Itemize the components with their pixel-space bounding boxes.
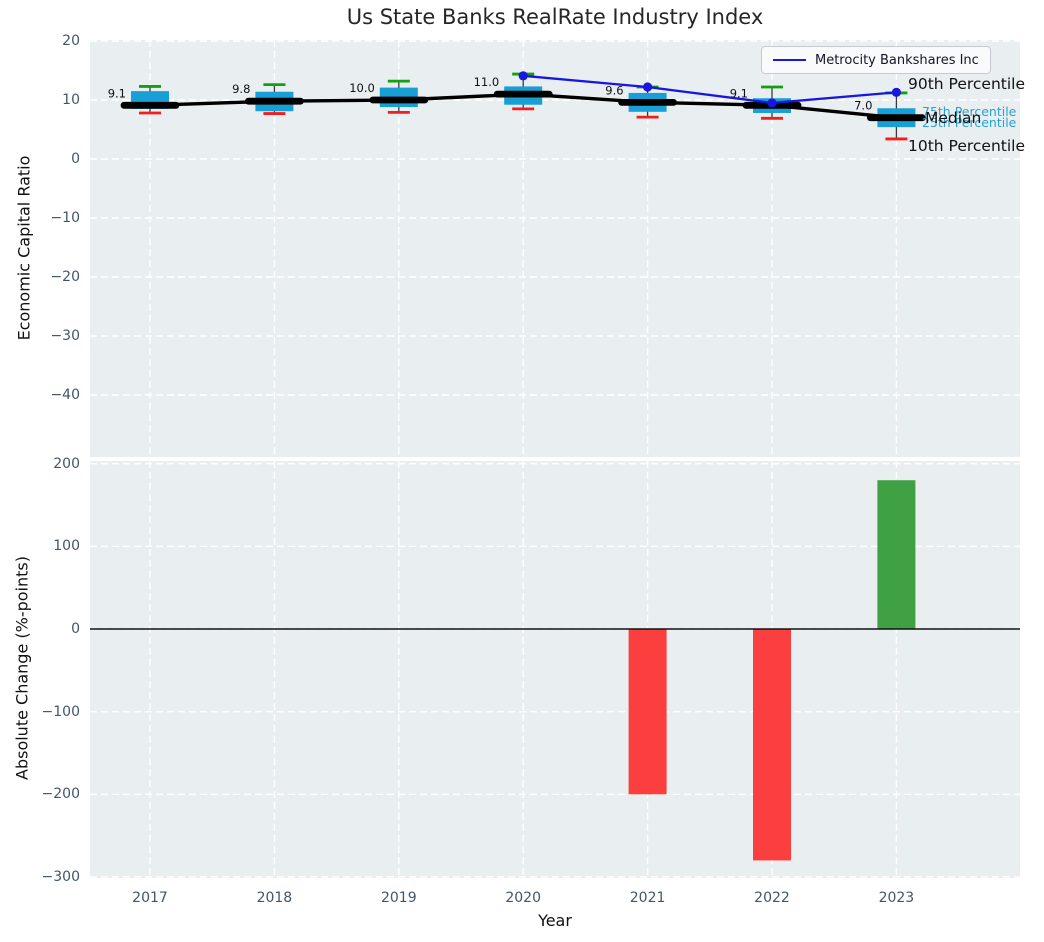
x-axis-label: Year [538, 911, 572, 930]
top-panel-plot-area: 9.1 9.8 10.0 11.0 9.6 9.1 7.0 Metrocity Banksh… [90, 40, 1025, 457]
annotation-10th-percentile: 10th Percentile [908, 137, 1026, 155]
bottom-ytick-label: −200 [41, 786, 80, 803]
median-value-label: 11.0 [474, 75, 500, 89]
xtick-label: 2021 [629, 890, 666, 906]
bar-chart [90, 461, 1020, 878]
annotation-90th-percentile: 90th Percentile [908, 75, 1026, 93]
xtick-label: 2017 [132, 890, 168, 906]
bottom-ytick-label: −100 [41, 703, 80, 720]
top-ytick-label: −30 [50, 328, 80, 344]
xtick-label: 2019 [380, 890, 417, 906]
legend: Metrocity Bankshares Inc [761, 46, 991, 74]
bottom-panel-plot-area [90, 461, 1020, 878]
boxplot-chart: 9.1 9.8 10.0 11.0 9.6 9.1 7.0 [90, 40, 1020, 457]
top-ytick-label: −40 [50, 387, 80, 403]
bar-2021 [628, 629, 667, 795]
median-value-label: 10.0 [349, 81, 375, 95]
bar-2023 [877, 480, 916, 629]
median-value-label: 9.6 [605, 83, 623, 97]
annotation-25th-percentile: 25th Percentile [922, 115, 1017, 130]
chart-title: Us State Banks RealRate Industry Index [346, 5, 764, 29]
company-marker-2020 [518, 71, 528, 81]
company-marker-2023 [891, 87, 902, 97]
annotation-median: Median [925, 109, 982, 127]
median-value-label: 9.8 [232, 82, 250, 96]
bottom-y-axis-label: Absolute Change (%-points) [12, 556, 32, 780]
bottom-ytick-label: −300 [41, 868, 80, 885]
xtick-label: 2023 [878, 890, 915, 906]
top-ytick-label: −20 [50, 269, 80, 285]
bottom-ytick-label: 200 [53, 455, 80, 472]
median-value-label: 9.1 [730, 86, 748, 100]
bottom-ytick-label: 0 [71, 621, 80, 637]
annotation-75th-percentile: 75th Percentile [922, 104, 1017, 119]
median-value-label: 9.1 [108, 86, 126, 100]
bottom-ytick-label: 100 [53, 538, 80, 555]
company-marker-2021 [643, 82, 653, 92]
xtick-label: 2022 [754, 890, 790, 906]
xtick-label: 2020 [505, 890, 541, 906]
legend-label: Metrocity Bankshares Inc [815, 52, 979, 68]
company-marker-2022 [767, 98, 777, 108]
legend-line-sample [773, 59, 806, 61]
top-ytick-label: 20 [62, 33, 80, 49]
bar-2022 [753, 629, 791, 861]
top-ytick-label: 10 [62, 92, 80, 108]
top-ytick-label: 0 [71, 151, 80, 167]
median-value-label: 7.0 [854, 99, 872, 113]
top-ytick-label: −10 [50, 210, 80, 226]
xtick-label: 2018 [256, 890, 293, 906]
company-line [523, 74, 897, 105]
top-y-axis-label: Economic Capital Ratio [14, 155, 34, 341]
